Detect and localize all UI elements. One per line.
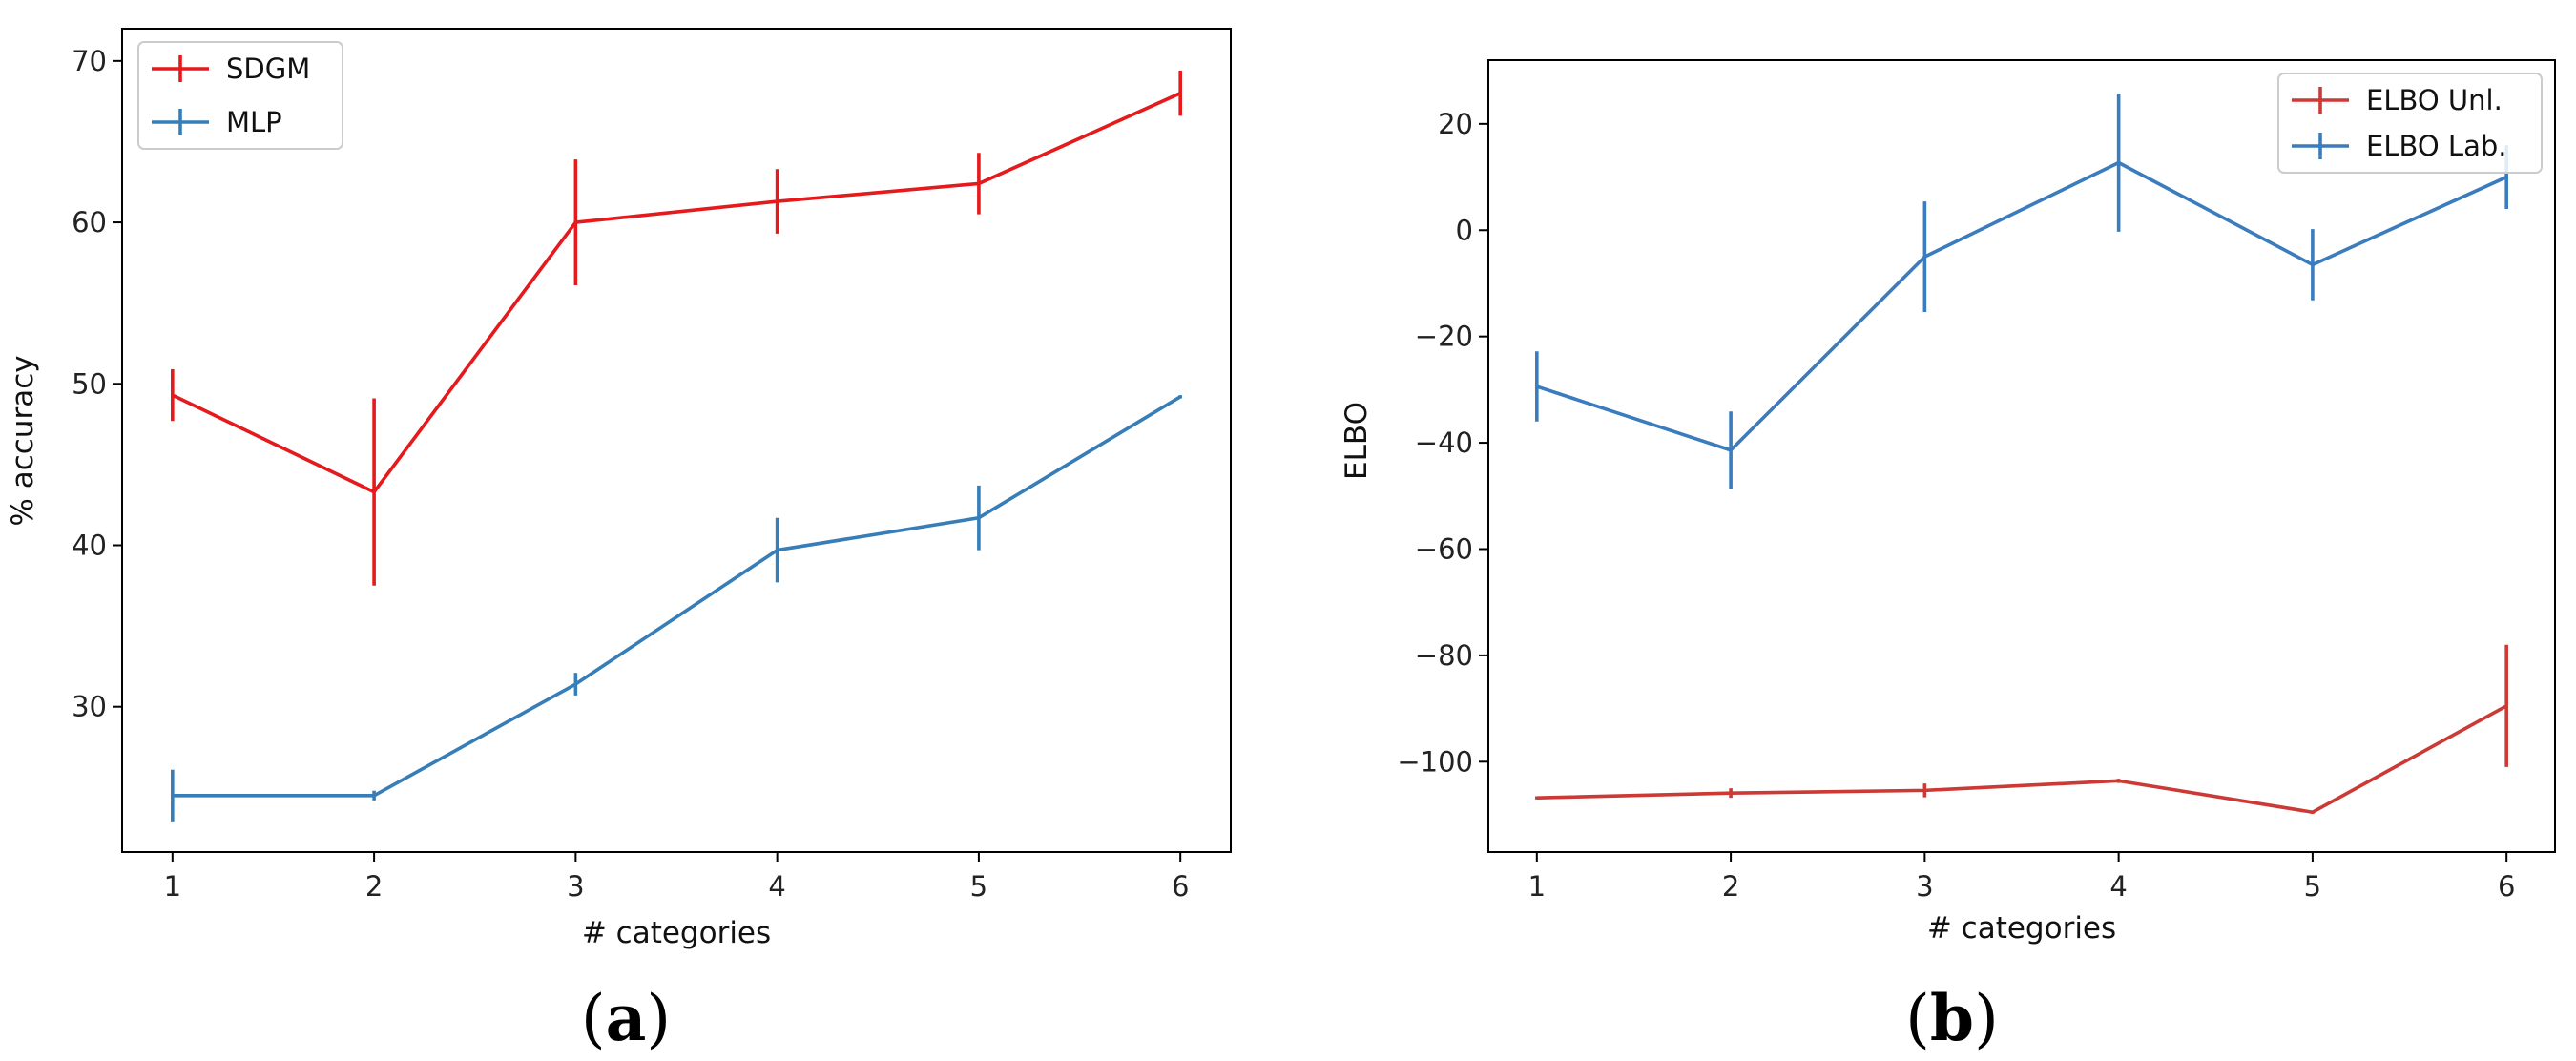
panel-b-chart: 1 2 3 4 5 6 −100 −80 −60 −40 −20 0 20 # categories ELB… — [1340, 59, 2556, 946]
y-tick-label: 50 — [72, 367, 107, 400]
x-tick-label: 6 — [2498, 870, 2515, 903]
y-tick-label: −40 — [1415, 426, 1473, 459]
y-tick-label: 0 — [1456, 214, 1473, 246]
x-tick-label: 3 — [567, 870, 584, 903]
x-axis-label: # categories — [1927, 911, 2116, 946]
legend-label: ELBO Lab. — [2366, 130, 2506, 162]
y-tick-label: 20 — [1438, 108, 1473, 140]
y-tick-label: 60 — [72, 206, 107, 239]
x-tick-label: 4 — [768, 870, 785, 903]
y-axis-label: ELBO — [1340, 402, 1374, 480]
axes-frame — [1487, 59, 2556, 853]
x-axis-label: # categories — [582, 916, 771, 950]
series-line-ELBO Lab. — [1536, 160, 2507, 452]
y-axis-label: % accuracy — [6, 355, 40, 526]
series-line-ELBO Unl. — [1536, 704, 2508, 815]
y-tick-label: 40 — [72, 529, 107, 561]
x-tick-label: 5 — [970, 870, 987, 903]
x-tick-label: 5 — [2304, 870, 2321, 903]
x-tick-label: 4 — [2109, 870, 2127, 903]
legend-label: SDGM — [226, 52, 310, 85]
panel-a-caption: (a) — [581, 981, 671, 1055]
axes-frame — [121, 28, 1232, 853]
panel-a-chart: 1 2 3 4 5 6 30 40 50 60 70 # categories % accuracy SD… — [6, 28, 1232, 950]
y-tick-label: −80 — [1415, 639, 1473, 672]
y-tick-label: 30 — [72, 691, 107, 723]
x-tick-label: 6 — [1172, 870, 1189, 903]
y-tick-label: −20 — [1415, 321, 1473, 353]
x-tick-label: 2 — [365, 870, 383, 903]
y-tick-label: −100 — [1397, 745, 1473, 778]
legend-label: MLP — [226, 106, 282, 138]
legend-label: ELBO Unl. — [2366, 84, 2503, 116]
x-tick-label: 1 — [164, 870, 181, 903]
series-line-MLP — [172, 395, 1182, 798]
y-tick-label: −60 — [1415, 532, 1473, 565]
legend-box — [2277, 73, 2543, 174]
y-tick-label: 70 — [72, 45, 107, 77]
x-tick-label: 1 — [1528, 870, 1546, 903]
series-line-SDGM — [172, 92, 1181, 494]
x-tick-label: 3 — [1916, 870, 1933, 903]
x-tick-label: 2 — [1722, 870, 1739, 903]
panel-b-caption: (b) — [1905, 981, 1999, 1055]
